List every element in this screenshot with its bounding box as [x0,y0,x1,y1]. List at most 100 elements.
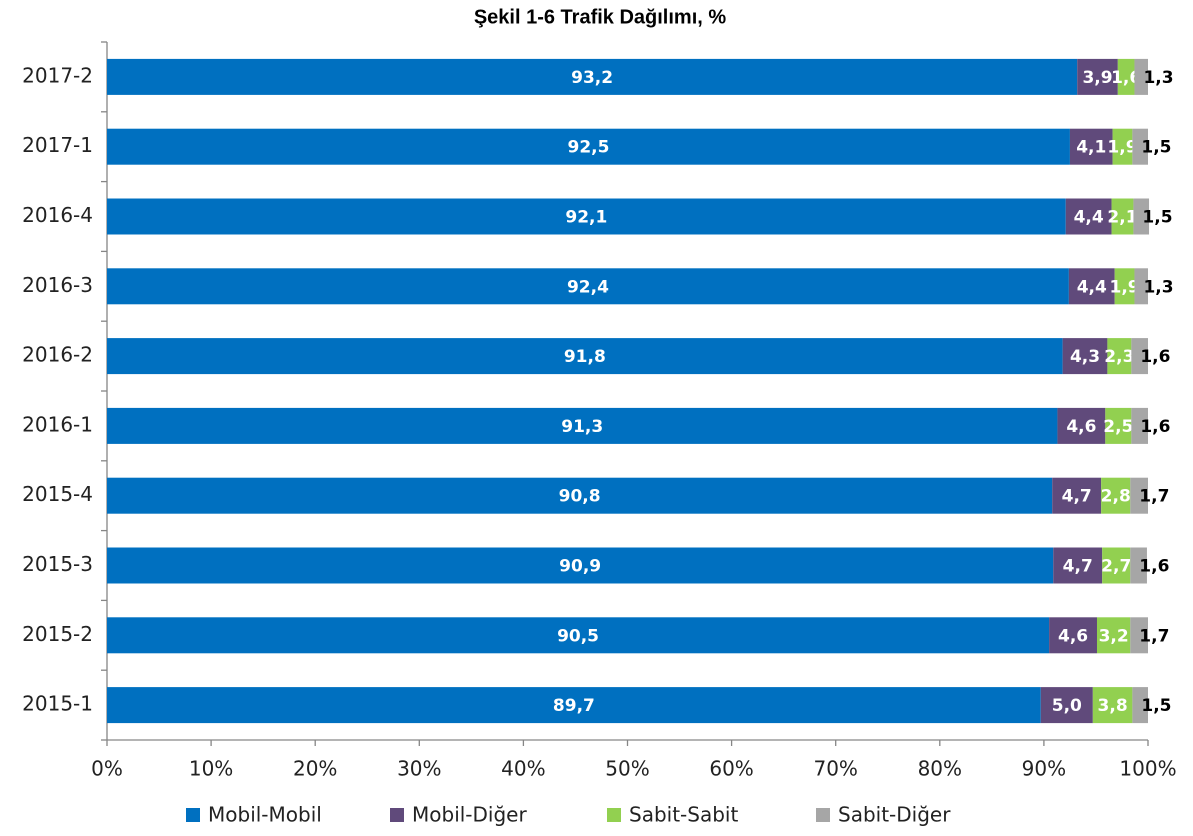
value-label: 2,7 [1101,557,1131,577]
bar-segment [1092,687,1133,724]
value-label: 1,3 [1143,68,1173,88]
legend-swatch [390,808,404,822]
value-label: 4,6 [1058,626,1088,646]
bar-segment [1101,477,1131,514]
chart-title: Şekil 1-6 Trafik Dağılımı, % [474,6,727,28]
y-tick-label: 2016-4 [22,203,93,227]
bar-segment [1130,477,1148,514]
bar-segment [1052,477,1102,514]
x-tick-label: 60% [709,757,753,781]
legend-label: Mobil-Mobil [208,803,322,827]
y-tick-label: 2015-2 [22,622,93,646]
bar-segment [1134,58,1148,95]
bar-segment [1062,338,1108,375]
bar-segment [107,687,1041,724]
bar-segment [1132,687,1148,724]
value-label: 90,5 [557,626,599,646]
bar-segment [1132,128,1148,165]
bar-segment [1040,687,1093,724]
bar-segment [1049,617,1097,654]
x-tick-label: 80% [918,757,962,781]
x-tick-label: 10% [189,757,233,781]
value-label: 1,7 [1139,487,1169,507]
x-tick-label: 30% [397,757,441,781]
value-label: 3,2 [1099,626,1129,646]
value-label: 2,3 [1104,347,1134,367]
x-tick-label: 20% [293,757,337,781]
bar-segment [107,338,1063,375]
value-label: 2,5 [1103,417,1133,437]
value-label: 92,4 [567,277,609,297]
y-tick-label: 2017-1 [22,133,93,157]
legend-label: Mobil-Diğer [412,803,527,827]
bar-segment [107,547,1054,584]
value-label: 2,1 [1107,208,1137,228]
y-tick-label: 2015-3 [22,552,93,576]
value-label: 4,4 [1077,277,1107,297]
value-label: 3,9 [1082,68,1112,88]
bar-segment [1102,547,1131,584]
legend-swatch [607,808,621,822]
bar-segment [107,268,1069,305]
x-tick-label: 0% [91,757,123,781]
value-label: 90,9 [559,557,601,577]
bar-segment [1096,617,1131,654]
y-tick-label: 2016-1 [22,412,93,436]
x-tick-label: 50% [605,757,649,781]
value-label: 4,6 [1066,417,1096,437]
bar-segment [107,617,1050,654]
bar-segment [1068,268,1115,305]
y-tick-label: 2015-1 [22,692,93,716]
value-label: 1,9 [1110,277,1140,297]
bar-segment [1130,547,1147,584]
bar-segment [1117,58,1135,95]
value-label: 4,4 [1074,208,1104,228]
bar-segment [1111,198,1134,235]
bar-segment [1112,128,1133,165]
bar-segment [107,198,1066,235]
x-tick-label: 70% [813,757,857,781]
bar-segment [1057,407,1106,444]
value-label: 92,1 [565,208,607,228]
bar-segment [1065,198,1112,235]
bar-segment [1107,338,1132,375]
value-label: 4,1 [1076,138,1106,158]
value-label: 1,7 [1139,626,1169,646]
legend-swatch [816,808,830,822]
bar-segment [107,58,1078,95]
y-tick-label: 2017-2 [22,63,93,87]
bar-segment [1114,268,1135,305]
x-tick-label: 90% [1022,757,1066,781]
value-label: 4,3 [1070,347,1100,367]
value-label: 91,8 [564,347,606,367]
value-label: 1,9 [1107,138,1137,158]
value-label: 93,2 [571,68,613,88]
legend-swatch [186,808,200,822]
value-label: 4,7 [1063,557,1093,577]
bar-segment [1053,547,1103,584]
bar-segment [107,407,1058,444]
value-label: 89,7 [553,696,595,716]
value-label: 2,8 [1101,487,1131,507]
value-label: 1,3 [1143,277,1173,297]
value-label: 4,7 [1062,487,1092,507]
value-label: 90,8 [559,487,601,507]
bar-segment [107,477,1053,514]
bar-segment [1133,198,1150,235]
value-label: 1,6 [1140,417,1170,437]
y-tick-label: 2016-2 [22,343,93,367]
y-tick-label: 2015-4 [22,482,93,506]
value-label: 3,8 [1098,696,1128,716]
value-label: 1,6 [1111,68,1141,88]
value-label: 1,5 [1141,138,1171,158]
value-label: 1,6 [1140,347,1170,367]
value-label: 1,6 [1139,557,1169,577]
bar-segment [1105,407,1132,444]
value-label: 91,3 [561,417,603,437]
bar-segment [1130,617,1148,654]
value-label: 1,5 [1142,208,1172,228]
value-label: 1,5 [1141,696,1171,716]
x-tick-label: 40% [501,757,545,781]
value-label: 5,0 [1052,696,1082,716]
